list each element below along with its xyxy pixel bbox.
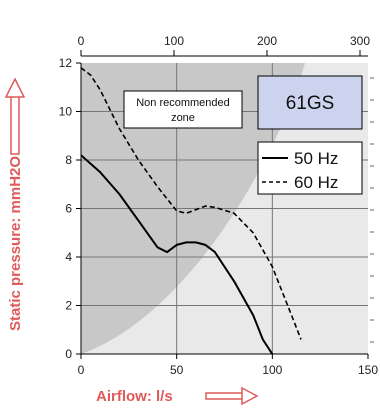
y-axis-label: Static pressure: mmH2O: [7, 156, 24, 331]
y-axis-ticks: 0 2 4 6 8 10 12: [59, 56, 81, 361]
up-arrow-icon: [4, 77, 26, 155]
series-line-50hz: [81, 154, 274, 354]
x-tick-label-2: 100: [262, 363, 282, 377]
top-tick-label-0: 0: [78, 34, 85, 48]
y-tick-label-1: 2: [65, 299, 72, 313]
y-tick-label-6: 12: [59, 56, 73, 70]
legend-label-60hz: 60 Hz: [294, 173, 338, 192]
x-axis-ticks: 0 50 100 150: [78, 354, 378, 377]
x-tick-label-1: 50: [170, 363, 184, 377]
top-axis-ticks: 0 100 200 300: [78, 34, 370, 56]
y-tick-label-0: 0: [65, 347, 72, 361]
x-tick-label-3: 150: [358, 363, 378, 377]
zone-label-line1: Non recommended: [136, 97, 230, 109]
y-tick-label-4: 8: [65, 153, 72, 167]
legend-label-50hz: 50 Hz: [294, 149, 338, 168]
y-tick-label-5: 10: [59, 105, 73, 119]
zone-label-box: [123, 90, 243, 129]
y-tick-label-2: 4: [65, 250, 72, 264]
zone-label-line2: zone: [171, 112, 195, 124]
right-edge-marks: [370, 77, 374, 343]
top-tick-label-2: 200: [257, 34, 277, 48]
right-arrow-icon: [205, 386, 259, 406]
top-tick-label-3: 300: [350, 34, 370, 48]
legend-box: [257, 141, 363, 195]
x-axis-label: Airflow: l/s: [96, 388, 173, 405]
y-tick-label-3: 6: [65, 202, 72, 216]
series-line-60hz: [81, 67, 302, 340]
x-tick-label-0: 0: [78, 363, 85, 377]
model-label: 61GS: [286, 93, 335, 114]
series-group: [81, 67, 302, 354]
top-tick-label-1: 100: [164, 34, 184, 48]
model-box: [257, 75, 363, 130]
